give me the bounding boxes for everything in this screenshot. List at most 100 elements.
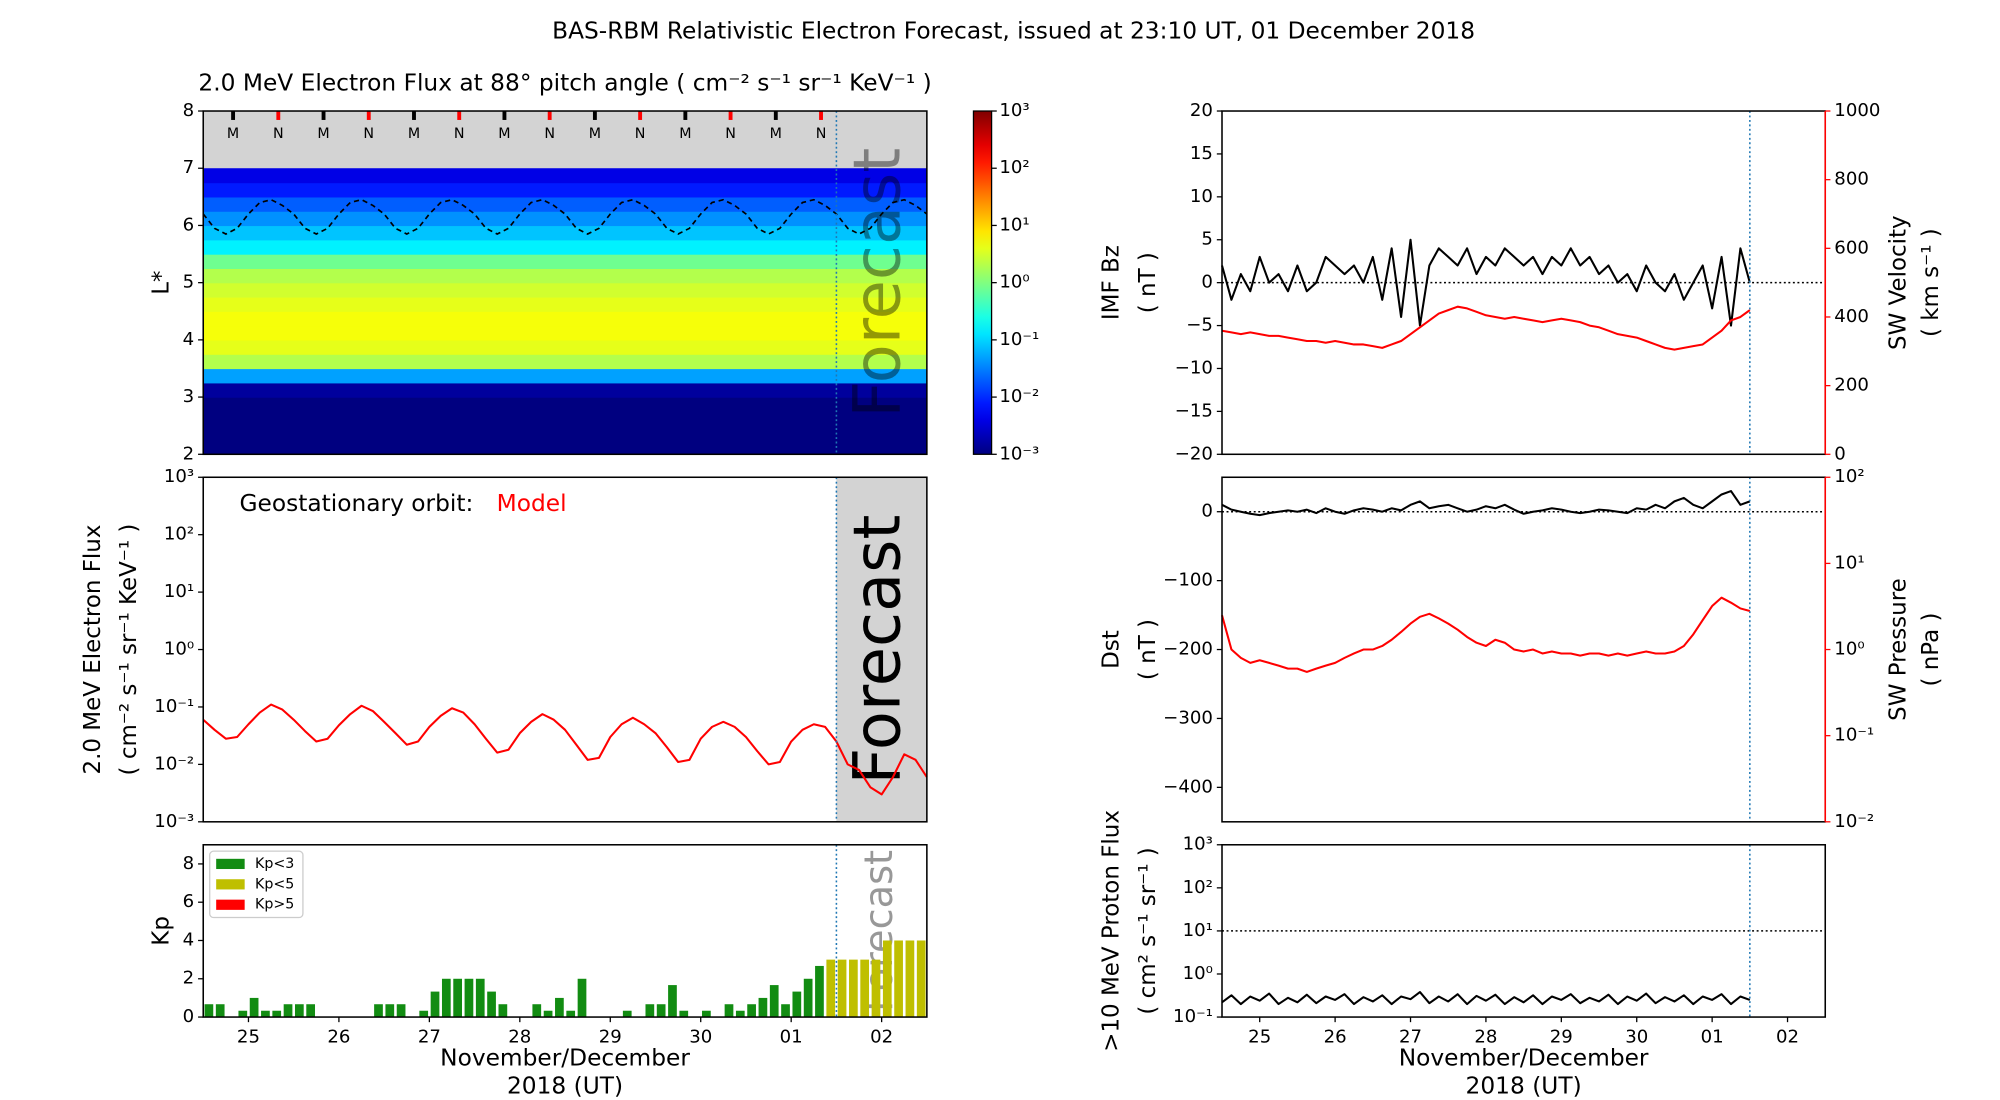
heatmap-cell bbox=[203, 411, 927, 427]
colorbar bbox=[972, 110, 993, 455]
y-tick-label: 3 bbox=[183, 386, 195, 407]
kp-bar bbox=[532, 1004, 542, 1018]
y-tick-label: 10² bbox=[1183, 877, 1213, 898]
colorbar-tick-label: 10⁰ bbox=[999, 272, 1029, 293]
kp-bar bbox=[272, 1010, 282, 1018]
plot-frame bbox=[202, 476, 928, 823]
y-tick-label: −10 bbox=[1175, 358, 1213, 379]
y-axis-label: ( cm⁻² s⁻¹ sr⁻¹ KeV⁻¹ ) bbox=[116, 524, 142, 776]
y-tick-label: 20 bbox=[1190, 100, 1213, 121]
x-tick-label: 29 bbox=[1550, 1027, 1573, 1048]
y-tick-label: 0 bbox=[1201, 501, 1213, 522]
x-tick-label: 02 bbox=[1776, 1027, 1799, 1048]
y-tick-label: 10 bbox=[1190, 186, 1213, 207]
kp-bar bbox=[487, 991, 496, 1018]
kp-bar bbox=[238, 1010, 248, 1018]
x-tick-label: 26 bbox=[327, 1027, 350, 1048]
x-axis-label: November/December bbox=[440, 1046, 690, 1072]
panel-title: 2.0 MeV Electron Flux at 88° pitch angle… bbox=[198, 71, 931, 97]
kp-bar bbox=[475, 978, 485, 1018]
kp-bar bbox=[261, 1010, 270, 1018]
y-tick-label: 10⁻¹ bbox=[1173, 1006, 1213, 1027]
kp-bar bbox=[283, 1004, 293, 1018]
annotation-highlight: Model bbox=[497, 491, 567, 517]
kp-bar bbox=[792, 991, 802, 1018]
heatmap-cell bbox=[203, 311, 927, 327]
orbit-marker-label: N bbox=[544, 126, 555, 142]
kp-bar bbox=[769, 985, 779, 1018]
heatmap-cell bbox=[203, 325, 927, 341]
y-axis-label: ( nT ) bbox=[1135, 619, 1161, 680]
data-line bbox=[1221, 305, 1751, 351]
y-tick-label: 10⁻² bbox=[154, 753, 194, 774]
x-tick-label: 28 bbox=[508, 1027, 531, 1048]
y-tick-label: 10¹ bbox=[1183, 920, 1213, 941]
orbit-marker-label: M bbox=[589, 126, 601, 142]
heatmap-cell bbox=[203, 439, 927, 455]
annotation-text: Geostationary orbit: bbox=[239, 491, 473, 517]
kp-bar bbox=[747, 1004, 756, 1018]
y-axis-label: ( nT ) bbox=[1135, 252, 1161, 313]
kp-bar bbox=[294, 1004, 304, 1018]
forecast-label: Forecast bbox=[840, 515, 916, 785]
kp-bar bbox=[871, 959, 881, 1018]
x-axis-label: November/December bbox=[1399, 1046, 1649, 1072]
panel: Forecast M N M N M N M N M N M N M N 10⁻³ 10⁻² 10⁻¹ 10⁰ 10¹… bbox=[148, 71, 1039, 464]
y-tick-label: 0 bbox=[183, 1006, 195, 1027]
kp-bar bbox=[215, 1004, 225, 1018]
y-tick-label: 5 bbox=[1201, 229, 1213, 250]
data-line bbox=[1221, 991, 1751, 1006]
y-tick-label: 6 bbox=[183, 891, 195, 912]
y-tick-label: −300 bbox=[1163, 708, 1213, 729]
heatmap-cell bbox=[203, 397, 927, 413]
kp-bar bbox=[249, 997, 259, 1018]
heatmap-cell bbox=[203, 254, 927, 269]
panel: Forecast 10⁻³ 10⁻² 10⁻¹ 10⁰ 10¹ 10² 10³ 2.0 MeV … bbox=[80, 466, 928, 832]
data-line bbox=[1221, 490, 1751, 517]
y-axis-label: SW Velocity bbox=[1885, 215, 1911, 350]
kp-bar bbox=[498, 1004, 508, 1018]
figure-title: BAS-RBM Relativistic Electron Forecast, … bbox=[552, 18, 1475, 44]
data-line bbox=[202, 703, 928, 796]
heatmap-cell bbox=[203, 168, 927, 184]
kp-bar bbox=[396, 1004, 406, 1018]
heatmap-cell bbox=[203, 239, 927, 255]
y2-tick-label: 10⁰ bbox=[1834, 639, 1864, 660]
data-line bbox=[1221, 596, 1751, 673]
kp-bar bbox=[385, 1004, 395, 1018]
x-tick-label: 01 bbox=[1701, 1027, 1724, 1048]
x-tick-label: 27 bbox=[418, 1027, 441, 1048]
x-axis-label: 2018 (UT) bbox=[507, 1074, 623, 1100]
y-axis-label: ( km s⁻¹ ) bbox=[1918, 228, 1944, 337]
orbit-marker-label: M bbox=[498, 126, 510, 142]
x-tick-label: 25 bbox=[237, 1027, 260, 1048]
y-tick-label: 15 bbox=[1190, 143, 1213, 164]
colorbar-tick-label: 10¹ bbox=[999, 215, 1029, 236]
orbit-marker-label: N bbox=[816, 126, 827, 142]
x-tick-label: 27 bbox=[1399, 1027, 1422, 1048]
kp-bar bbox=[204, 1004, 214, 1018]
legend-swatch bbox=[216, 879, 245, 890]
x-tick-label: 01 bbox=[780, 1027, 803, 1048]
orbit-marker-label: N bbox=[725, 126, 736, 142]
kp-bar bbox=[566, 1010, 576, 1018]
orbit-marker-label: M bbox=[227, 126, 239, 142]
x-tick-label: 28 bbox=[1474, 1027, 1497, 1048]
kp-bar bbox=[543, 1010, 553, 1018]
y2-tick-label: 10⁻¹ bbox=[1834, 725, 1874, 746]
y-tick-label: 10³ bbox=[164, 466, 194, 487]
heatmap-cell bbox=[203, 339, 927, 355]
orbit-marker-label: N bbox=[273, 126, 284, 142]
y-axis-label: SW Pressure bbox=[1885, 578, 1911, 721]
forecast-shading bbox=[836, 477, 927, 822]
forecast-label: Forecast bbox=[840, 148, 916, 418]
kp-bar bbox=[656, 1004, 666, 1018]
kp-bar bbox=[306, 1004, 316, 1018]
x-axis-label: 2018 (UT) bbox=[1466, 1074, 1582, 1100]
kp-bar bbox=[826, 959, 836, 1018]
kp-bar bbox=[758, 997, 768, 1018]
heatmap-cell bbox=[203, 425, 927, 441]
heatmap-cell bbox=[203, 268, 927, 284]
kp-bar bbox=[860, 959, 870, 1018]
